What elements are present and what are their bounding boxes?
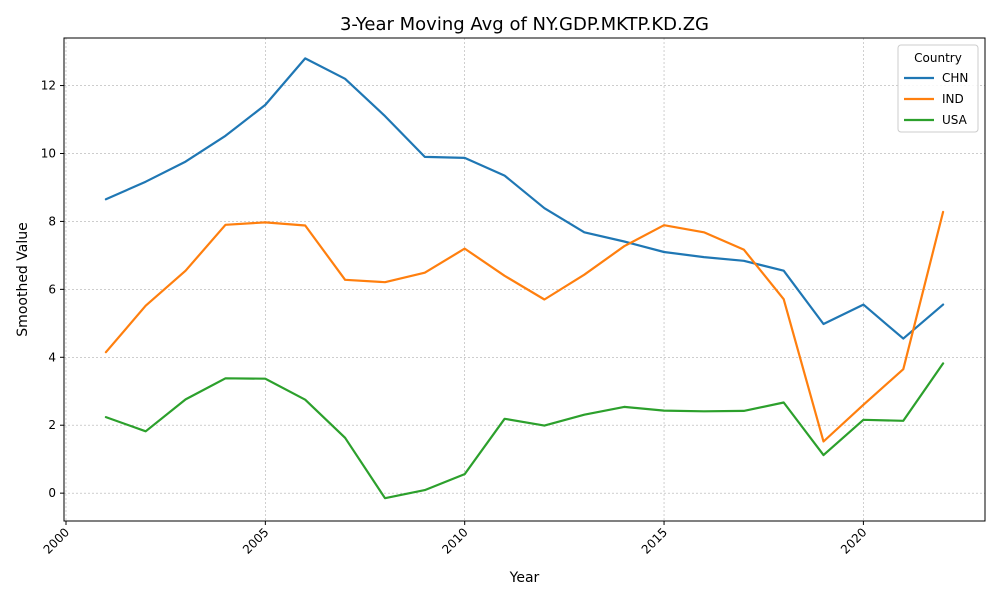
series-line-ind xyxy=(104,210,945,443)
y-tick-label: 4 xyxy=(48,350,56,364)
series-lines xyxy=(104,57,945,500)
plot-frame xyxy=(63,37,986,522)
legend-label-usa: USA xyxy=(942,113,968,127)
y-tick-label: 8 xyxy=(48,214,56,228)
legend-box xyxy=(897,44,979,133)
legend-label-chn: CHN xyxy=(942,71,968,85)
y-tick-label: 0 xyxy=(48,486,56,500)
series-line-usa xyxy=(104,362,945,500)
y-tick-label: 2 xyxy=(48,418,56,432)
y-tick-label: 10 xyxy=(41,146,56,160)
y-tick-label: 6 xyxy=(48,282,56,296)
y-axis-ticks: 0 2 4 6 8 10 12 xyxy=(41,79,64,500)
x-axis-label: Year xyxy=(509,570,540,586)
legend-label-ind: IND xyxy=(942,92,964,106)
legend-items: CHN IND USA xyxy=(904,71,968,127)
y-axis-label: Smoothed Value xyxy=(15,222,31,336)
series-line-chn xyxy=(104,57,945,340)
legend: Country CHN IND USA xyxy=(897,44,979,133)
y-tick-label: 12 xyxy=(41,79,56,93)
grid-lines xyxy=(64,38,985,521)
chart-title: 3-Year Moving Avg of NY.GDP.MKTP.KD.ZG xyxy=(340,14,709,35)
legend-title: Country xyxy=(914,51,962,65)
